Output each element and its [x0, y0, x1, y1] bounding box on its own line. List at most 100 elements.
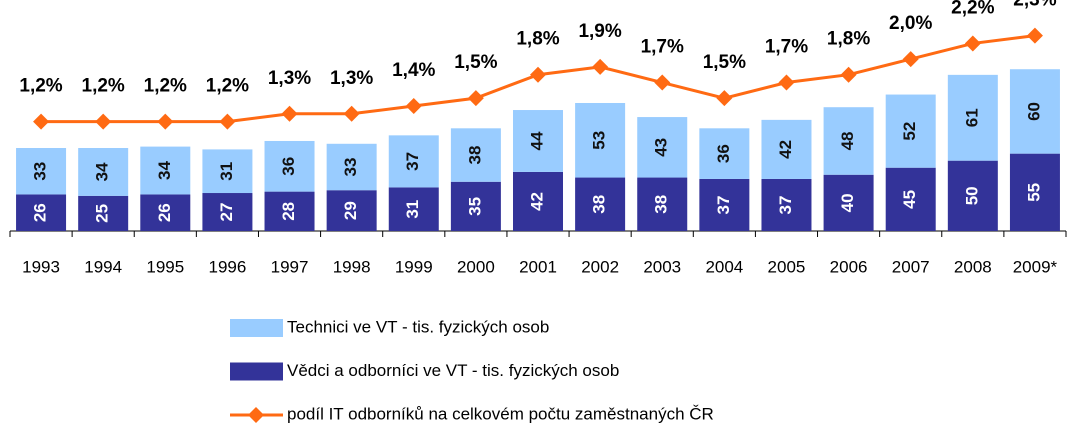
line-value-label: 1,3%: [330, 68, 373, 89]
bar-value-label: 43: [652, 138, 671, 157]
bar: [16, 148, 67, 195]
bar: [761, 119, 812, 179]
line-marker: [157, 113, 174, 130]
bar-value-label: 31: [403, 200, 422, 219]
bar: [202, 149, 253, 194]
line-value-label: 1,2%: [206, 76, 249, 97]
x-tick-label: 2007: [892, 257, 930, 276]
line-marker: [778, 74, 795, 91]
line-value-label: 1,8%: [827, 29, 870, 50]
x-tick-label: 2002: [581, 257, 619, 276]
line-marker: [343, 105, 360, 122]
bar: [202, 193, 253, 231]
bar-value-label: 55: [1024, 183, 1043, 202]
line-value-label: 1,2%: [82, 76, 125, 97]
bar: [388, 135, 439, 188]
bar: [78, 195, 129, 231]
x-tick-label: 2006: [830, 257, 868, 276]
bar-value-label: 26: [31, 203, 50, 222]
bar-value-label: 31: [217, 162, 236, 181]
bar: [78, 148, 129, 196]
bar-value-label: 52: [900, 122, 919, 141]
bar-value-label: 38: [465, 146, 484, 165]
bar-value-label: 34: [155, 161, 174, 180]
legend-label: Technici ve VT - tis. fyzických osob: [287, 317, 549, 336]
bar: [140, 146, 191, 195]
bar: [326, 190, 377, 231]
bar-value-label: 37: [403, 152, 422, 171]
bar-value-label: 48: [838, 132, 857, 151]
x-tick-label: 2008: [954, 257, 992, 276]
x-tick-label: 2004: [705, 257, 743, 276]
line-marker: [592, 58, 609, 75]
line-value-label: 1,2%: [19, 76, 62, 97]
bar-value-label: 36: [279, 157, 298, 176]
line-marker: [716, 90, 733, 107]
line-marker: [964, 35, 981, 52]
bar-value-label: 27: [217, 203, 236, 222]
bar-value-label: 50: [962, 186, 981, 205]
line-marker: [219, 113, 236, 130]
line-value-label: 1,7%: [765, 37, 808, 58]
x-tick-label: 2000: [457, 257, 495, 276]
bar: [388, 187, 439, 231]
legend-swatch: [230, 362, 283, 381]
bar-value-label: 42: [776, 140, 795, 159]
line-marker: [654, 74, 671, 91]
bar-value-label: 60: [1024, 102, 1043, 121]
line-marker: [840, 66, 857, 83]
line-marker: [281, 105, 298, 122]
line-marker: [95, 113, 112, 130]
x-tick-label: 1994: [84, 257, 122, 276]
x-tick-label: 2005: [768, 257, 806, 276]
bar: [823, 107, 874, 175]
bar: [699, 178, 750, 231]
bar-value-label: 29: [341, 201, 360, 220]
line-marker: [405, 97, 422, 114]
bar-value-label: 33: [341, 158, 360, 177]
bar-value-label: 25: [93, 204, 112, 223]
bar: [264, 140, 315, 192]
x-tick-label: 2001: [519, 257, 557, 276]
bar-value-label: 38: [590, 195, 609, 214]
line-value-label: 1,5%: [703, 52, 746, 73]
line-value-label: 1,9%: [578, 21, 621, 42]
bar: [450, 181, 501, 231]
bar-value-label: 28: [279, 202, 298, 221]
line-marker: [1026, 27, 1043, 44]
x-tick-label: 1996: [208, 257, 246, 276]
bar-value-label: 35: [465, 197, 484, 216]
bar: [264, 191, 315, 231]
bar: [450, 128, 501, 182]
bar: [947, 160, 998, 231]
x-tick-label: 1993: [22, 257, 60, 276]
line-value-label: 1,2%: [144, 76, 187, 97]
line-value-label: 2,3%: [1013, 0, 1056, 11]
line-value-label: 1,7%: [641, 37, 684, 58]
bar-value-label: 40: [838, 193, 857, 212]
bar: [637, 177, 688, 231]
bar: [637, 117, 688, 178]
legend-marker: [248, 407, 264, 423]
line-marker: [902, 51, 919, 68]
line-value-label: 2,2%: [951, 0, 994, 18]
legend-label: podíl IT odborníků na celkovém počtu zam…: [287, 404, 714, 423]
bar: [885, 167, 936, 231]
x-tick-label: 1998: [333, 257, 371, 276]
x-tick-label: 1997: [271, 257, 309, 276]
bar-value-label: 42: [527, 192, 546, 211]
bar: [1009, 69, 1060, 154]
line-value-label: 1,3%: [268, 68, 311, 89]
bar: [16, 194, 67, 231]
x-tick-label: 2009*: [1013, 257, 1058, 276]
bar: [575, 102, 626, 178]
bar: [575, 177, 626, 231]
bar-value-label: 36: [714, 144, 733, 163]
bar-value-label: 34: [93, 162, 112, 181]
bar-value-label: 37: [714, 196, 733, 215]
bar-value-label: 53: [590, 131, 609, 150]
line-value-label: 1,5%: [454, 52, 497, 73]
line-value-label: 2,0%: [889, 13, 932, 34]
x-tick-label: 2003: [643, 257, 681, 276]
